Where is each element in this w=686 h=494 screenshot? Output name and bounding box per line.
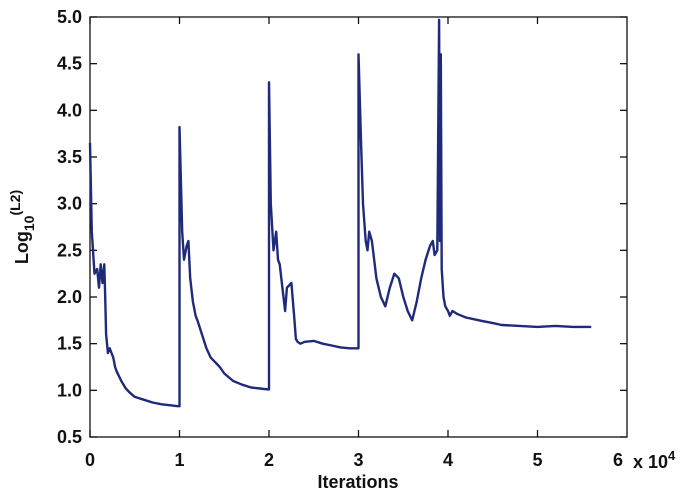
- x-tick-label: 0: [85, 450, 95, 470]
- x-tick-label: 3: [353, 450, 363, 470]
- x-multiplier: x 104: [633, 448, 676, 472]
- y-tick-label: 0.5: [57, 427, 82, 447]
- y-tick-label: 3.5: [57, 147, 82, 167]
- y-tick-label: 1.5: [57, 334, 82, 354]
- y-axis-title-sub: 10: [21, 215, 37, 231]
- y-tick-label: 4.5: [57, 54, 82, 74]
- x-tick-labels: 0 1 2 3 4 5 6: [85, 450, 623, 470]
- x-tick-label: 1: [174, 450, 184, 470]
- x-tick-label: 4: [443, 450, 453, 470]
- y-tick-labels: 0.5 1.0 1.5 2.0 2.5 3.0 3.5 4.0 4.5 5.0: [57, 7, 82, 447]
- y-axis-title: Log10(L2): [7, 190, 37, 264]
- y-tick-label: 2.5: [57, 240, 82, 260]
- x-axis-title: Iterations: [317, 472, 398, 492]
- x-tick-label: 5: [532, 450, 542, 470]
- y-axis-title-main: Log: [12, 231, 32, 264]
- y-tick-label: 3.0: [57, 194, 82, 214]
- y-tick-label: 1.0: [57, 380, 82, 400]
- x-multiplier-exp: 4: [668, 448, 676, 463]
- tick-marks: [89, 16, 627, 438]
- y-tick-label: 4.0: [57, 100, 82, 120]
- x-multiplier-text: x 10: [633, 452, 668, 472]
- x-tick-label: 6: [613, 450, 623, 470]
- y-axis-title-sup: (L2): [7, 190, 23, 216]
- y-tick-label: 2.0: [57, 287, 82, 307]
- series-line: [88, 18, 592, 408]
- x-tick-label: 2: [264, 450, 274, 470]
- y-tick-label: 5.0: [57, 7, 82, 27]
